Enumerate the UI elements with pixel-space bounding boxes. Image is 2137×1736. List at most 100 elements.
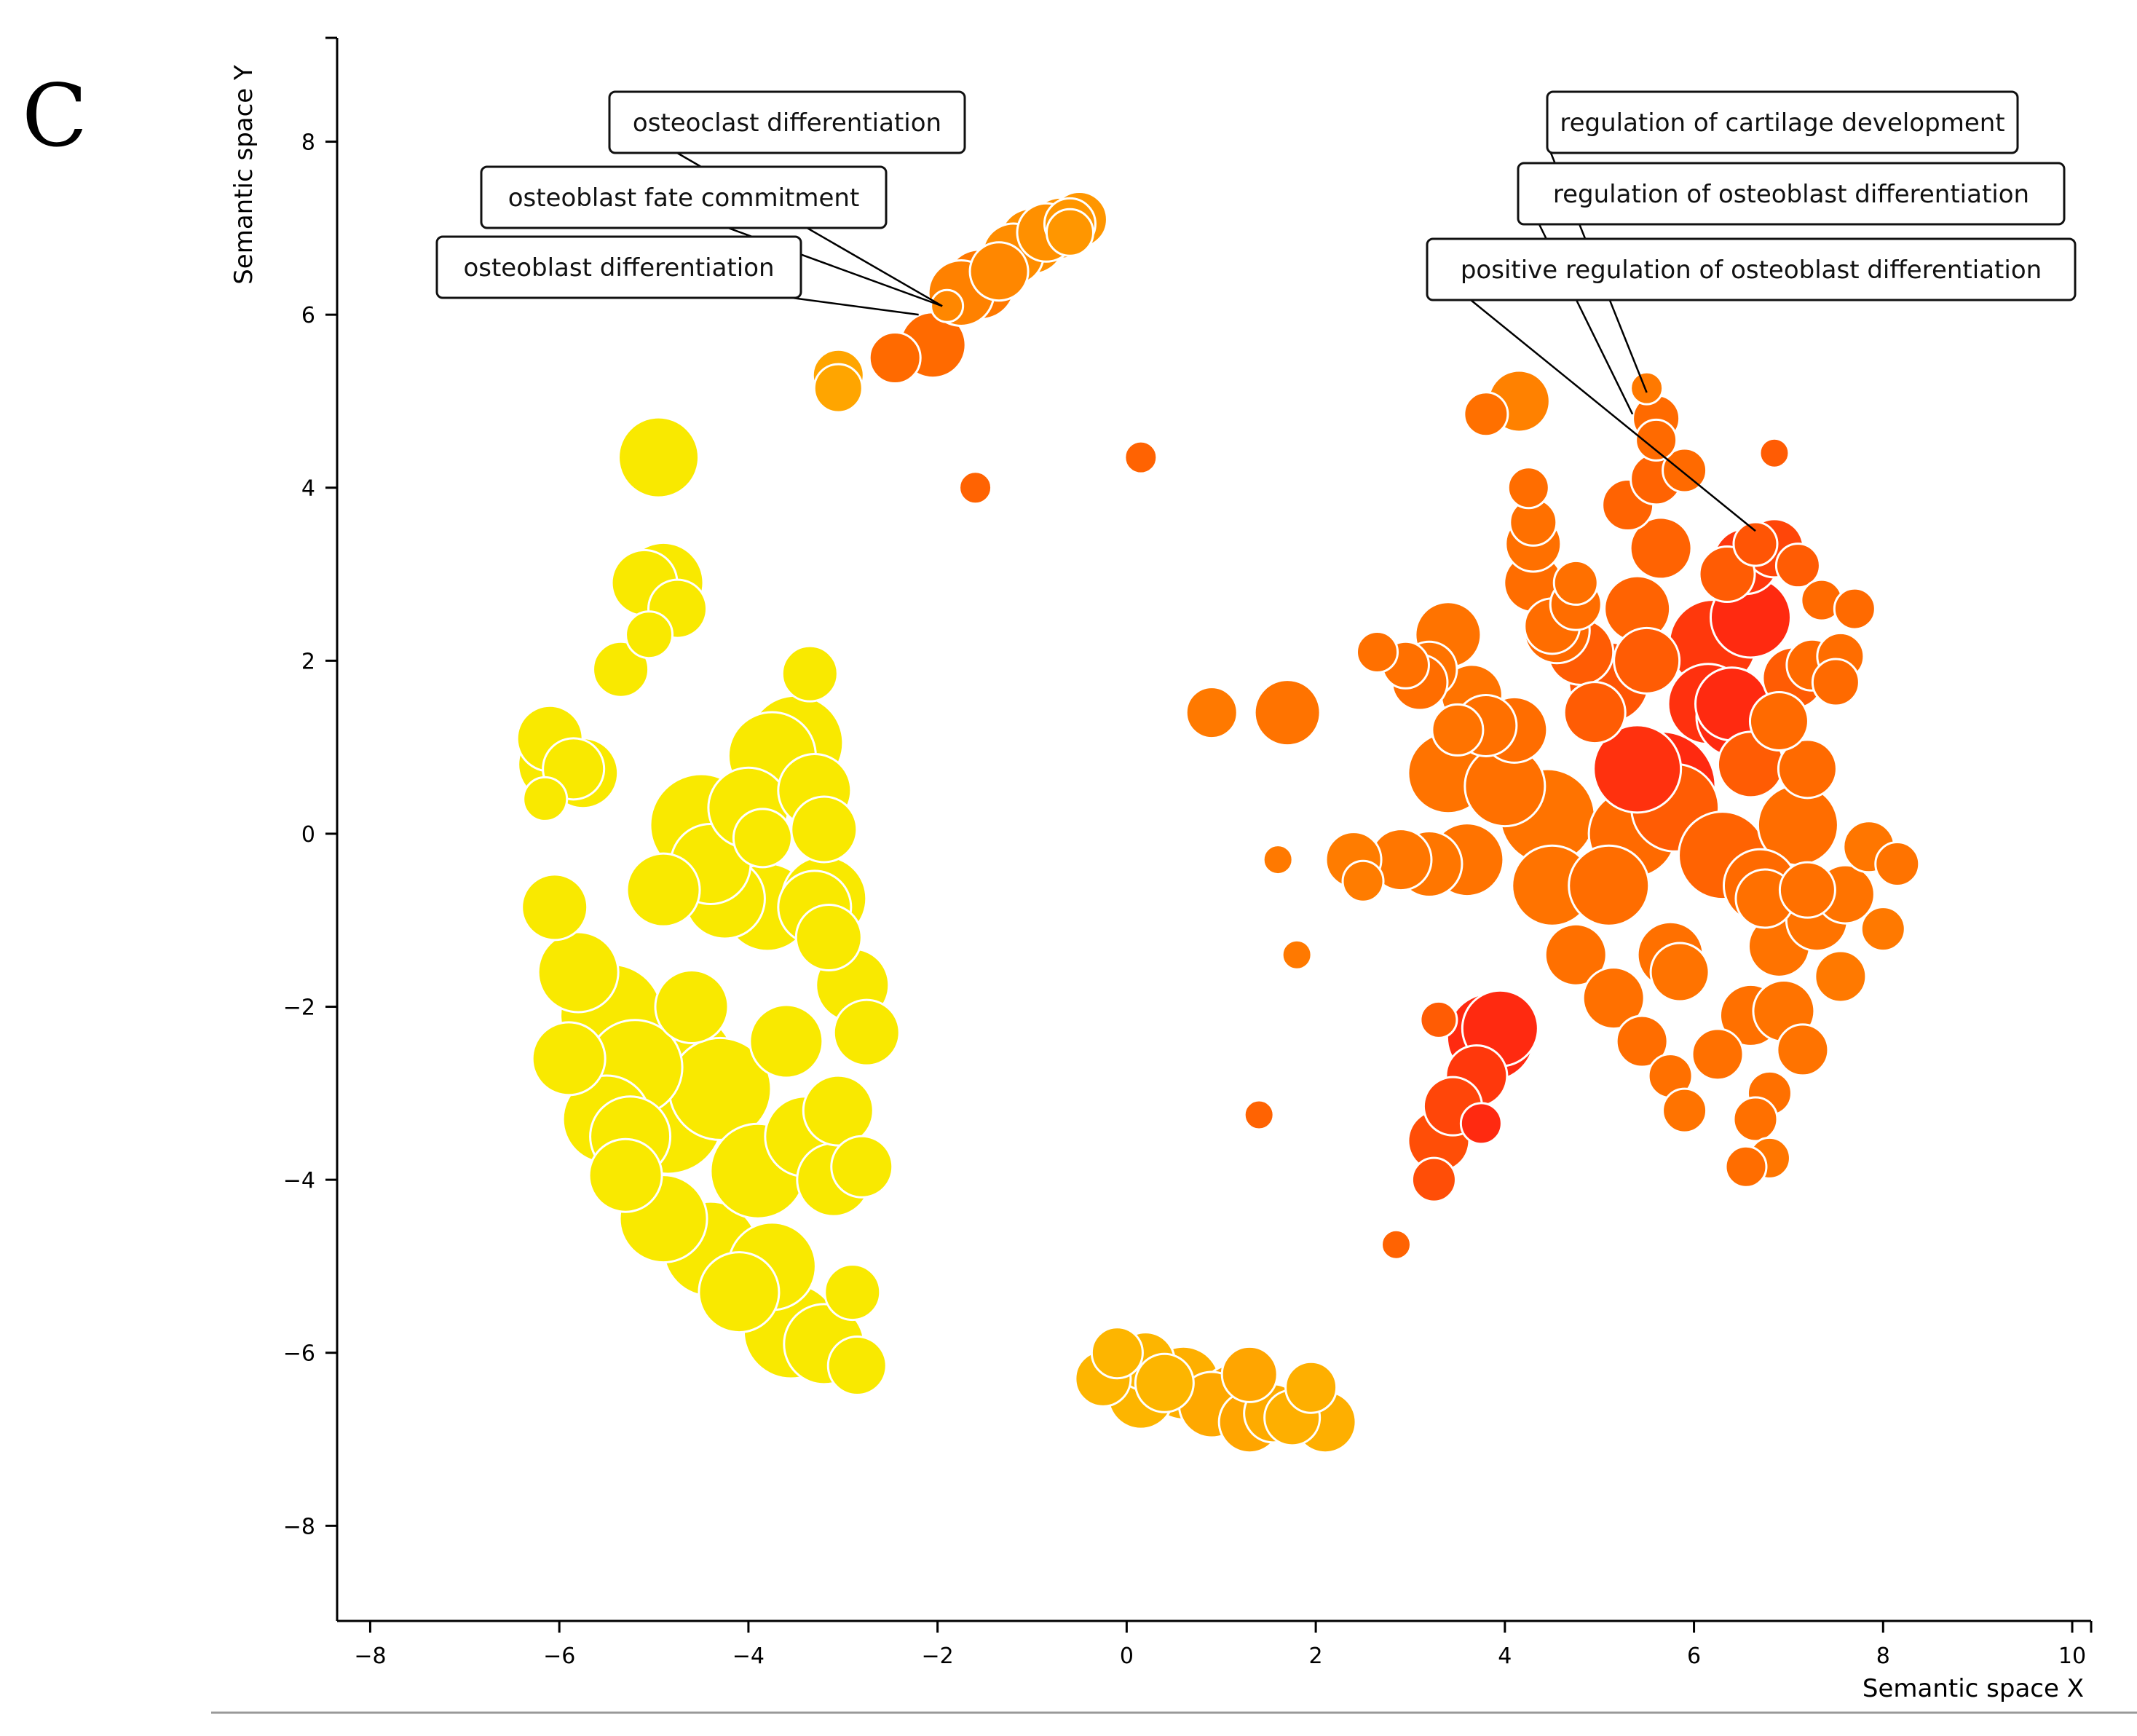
data-point <box>1123 440 1158 475</box>
data-point <box>1748 691 1809 752</box>
points-layer <box>516 190 1921 1454</box>
data-point <box>1419 1000 1458 1039</box>
data-point <box>832 998 901 1067</box>
data-point <box>823 1263 882 1322</box>
data-point <box>1431 703 1485 757</box>
data-point <box>1281 939 1313 971</box>
data-point <box>522 776 569 822</box>
data-point <box>802 1074 874 1147</box>
annotations-layer: osteoclast differentiation osteoblast fat… <box>435 90 2077 532</box>
data-point <box>1341 859 1385 903</box>
x-tick-label: −8 <box>354 1644 386 1669</box>
data-point <box>868 331 922 385</box>
data-point <box>1629 516 1693 580</box>
data-point <box>1463 391 1509 438</box>
data-point <box>1630 371 1664 406</box>
data-point <box>1253 679 1322 747</box>
data-point <box>1410 1156 1457 1203</box>
data-point <box>830 1135 894 1199</box>
data-point <box>1615 1014 1669 1068</box>
x-tick-label: 4 <box>1498 1644 1512 1669</box>
axes-layer: −8 −6 −4 −2 0 2 4 6 8 10 −8 −6 −4 −2 0 2 4 6 8 <box>211 36 2137 1714</box>
annotation-label: osteoblast fate commitment <box>508 184 860 213</box>
x-tick-label: 0 <box>1120 1644 1134 1669</box>
annotation-box <box>1546 90 2019 154</box>
data-point <box>1774 542 1821 589</box>
x-tick-label: 10 <box>2058 1644 2086 1669</box>
y-tick-label: −2 <box>283 995 315 1021</box>
data-point <box>617 416 700 499</box>
data-point <box>537 931 620 1014</box>
data-point <box>1776 1023 1830 1077</box>
data-point <box>1568 844 1651 927</box>
data-point <box>813 363 864 414</box>
data-point <box>748 1003 824 1079</box>
data-point <box>781 644 839 703</box>
data-point <box>1814 950 1868 1003</box>
data-point <box>1592 724 1683 814</box>
data-point <box>1243 1099 1275 1131</box>
data-point <box>958 470 993 505</box>
annotation-box <box>608 90 966 154</box>
data-point <box>790 795 858 864</box>
x-tick-label: −2 <box>922 1644 954 1669</box>
data-point <box>732 808 793 869</box>
data-point <box>1459 1102 1503 1145</box>
data-point <box>794 903 863 971</box>
annotation-box <box>480 165 888 229</box>
data-point <box>1811 658 1860 707</box>
data-point <box>1284 1360 1338 1414</box>
y-axis-title: Semantic space Y <box>229 65 258 285</box>
data-point <box>1356 630 1399 674</box>
data-point <box>1833 587 1876 631</box>
annotation-box <box>435 235 802 299</box>
x-tick-label: 8 <box>1876 1644 1890 1669</box>
data-point <box>1874 841 1921 888</box>
x-axis-title: Semantic space X <box>1863 1674 2084 1703</box>
y-tick-label: −8 <box>283 1514 315 1539</box>
y-tick-label: 4 <box>301 476 315 502</box>
data-point <box>1732 521 1779 567</box>
data-point <box>1262 844 1294 876</box>
data-point <box>1090 1326 1144 1380</box>
annotation-label: regulation of osteoblast differentiation <box>1553 180 2029 209</box>
data-point <box>1581 966 1646 1030</box>
y-tick-label: 0 <box>301 822 315 848</box>
data-point <box>1758 437 1790 469</box>
data-point <box>531 1021 607 1097</box>
data-point <box>1220 1345 1279 1403</box>
data-point <box>1185 686 1239 740</box>
y-tick-label: 6 <box>301 303 315 328</box>
data-point <box>521 873 589 942</box>
data-point <box>1724 1145 1768 1188</box>
annotation-label: positive regulation of osteoblast differ… <box>1461 256 2042 285</box>
annotation-label: regulation of cartilage development <box>1560 108 2004 138</box>
data-point <box>1613 626 1681 695</box>
panel-label: C <box>22 66 88 166</box>
data-point <box>1552 559 1599 606</box>
data-point <box>1649 942 1710 1003</box>
data-point <box>1778 861 1836 919</box>
data-point <box>1544 923 1608 987</box>
data-point <box>1777 738 1838 800</box>
annotation-label: osteoclast differentiation <box>633 108 941 138</box>
data-point <box>1860 906 1906 952</box>
x-tick-label: 2 <box>1309 1644 1323 1669</box>
y-tick-label: −6 <box>283 1341 315 1367</box>
data-point <box>588 1137 663 1213</box>
data-point <box>654 969 730 1045</box>
data-point <box>1635 418 1678 462</box>
annotation-label: osteoblast differentiation <box>463 253 774 283</box>
x-tick-label: 6 <box>1687 1644 1701 1669</box>
data-point <box>625 610 674 660</box>
x-tick-label: −4 <box>732 1644 765 1669</box>
y-tick-label: −4 <box>283 1168 315 1194</box>
data-point <box>592 640 650 698</box>
data-point <box>826 1335 888 1397</box>
data-point <box>698 1251 781 1334</box>
data-point <box>625 852 701 928</box>
data-point <box>1662 1087 1708 1134</box>
y-tick-label: 8 <box>301 130 315 156</box>
annotation-box <box>1517 162 2066 226</box>
